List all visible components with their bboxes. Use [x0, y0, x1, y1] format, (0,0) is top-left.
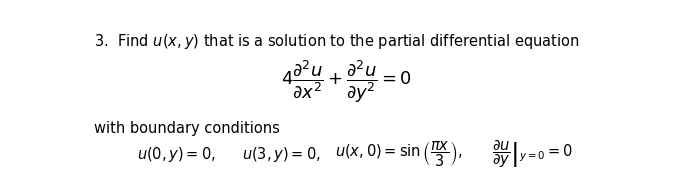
Text: $u(3, y) = 0,$: $u(3, y) = 0,$ — [241, 145, 320, 164]
Text: $\left.\dfrac{\partial u}{\partial y}\right|_{y=0} = 0$: $\left.\dfrac{\partial u}{\partial y}\ri… — [492, 139, 573, 170]
Text: with boundary conditions: with boundary conditions — [94, 121, 280, 136]
Text: $u(0, y) = 0,$: $u(0, y) = 0,$ — [137, 145, 216, 164]
Text: 3.  Find $u(x, y)$ that is a solution to the partial differential equation: 3. Find $u(x, y)$ that is a solution to … — [94, 32, 579, 51]
Text: $4\dfrac{\partial^2 u}{\partial x^2} + \dfrac{\partial^2 u}{\partial y^2} = 0$: $4\dfrac{\partial^2 u}{\partial x^2} + \… — [281, 58, 412, 105]
Text: $u(x, 0) = \sin\left(\dfrac{\pi x}{3}\right),$: $u(x, 0) = \sin\left(\dfrac{\pi x}{3}\ri… — [335, 140, 462, 169]
